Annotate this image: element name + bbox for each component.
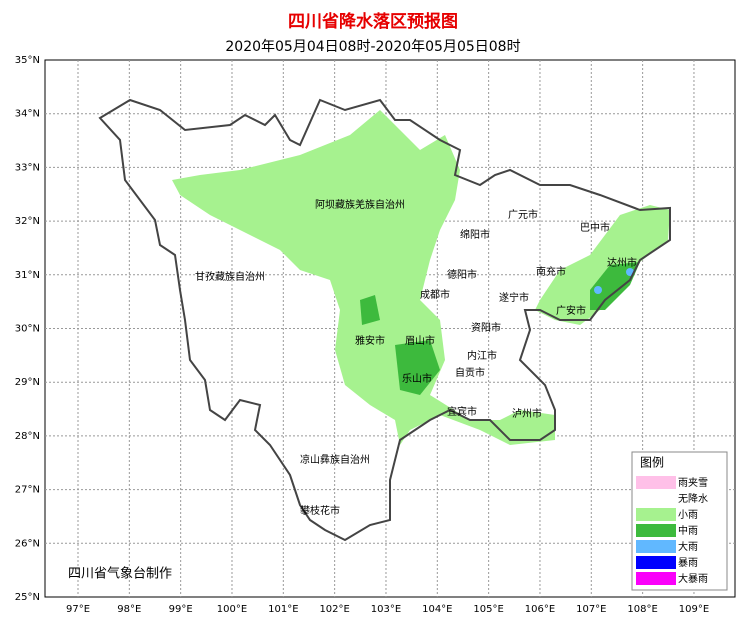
legend-swatch xyxy=(636,556,676,569)
city-label: 成都市 xyxy=(420,288,450,301)
legend-swatch xyxy=(636,540,676,553)
legend-swatch xyxy=(636,508,676,521)
city-label: 自贡市 xyxy=(455,366,485,379)
legend-swatch xyxy=(636,572,676,585)
lat-label: 34°N xyxy=(15,109,40,120)
legend-title: 图例 xyxy=(640,456,664,470)
legend-label: 雨夹雪 xyxy=(678,476,708,489)
city-label: 泸州市 xyxy=(512,407,542,420)
rain-light xyxy=(172,110,670,445)
city-label: 甘孜藏族自治州 xyxy=(195,270,265,283)
legend-label: 大暴雨 xyxy=(678,572,708,585)
city-label: 绵阳市 xyxy=(460,228,490,241)
lon-label: 103°E xyxy=(371,604,401,615)
legend-swatch xyxy=(636,476,676,489)
lon-label: 105°E xyxy=(473,604,503,615)
city-label: 攀枝花市 xyxy=(300,504,340,517)
city-label: 南充市 xyxy=(536,265,566,278)
lon-label: 99°E xyxy=(169,604,193,615)
city-label: 德阳市 xyxy=(447,268,477,281)
city-label: 凉山彝族自治州 xyxy=(300,453,370,466)
legend-label: 暴雨 xyxy=(678,557,698,569)
legend-label: 中雨 xyxy=(678,524,698,537)
lon-label: 97°E xyxy=(66,604,90,615)
lat-label: 32°N xyxy=(15,216,40,227)
lat-label: 26°N xyxy=(15,538,40,549)
city-label: 遂宁市 xyxy=(499,291,529,304)
lon-label: 98°E xyxy=(117,604,141,615)
city-label: 宜宾市 xyxy=(447,405,477,418)
city-label: 广元市 xyxy=(508,208,538,221)
city-label: 内江市 xyxy=(467,349,497,362)
city-label: 广安市 xyxy=(556,304,586,317)
city-label: 雅安市 xyxy=(355,334,385,347)
city-label: 巴中市 xyxy=(580,221,610,234)
province-outline xyxy=(98,98,671,542)
legend-label: 大雨 xyxy=(678,540,698,553)
lat-label: 28°N xyxy=(15,431,40,442)
lat-label: 29°N xyxy=(15,377,40,388)
lon-label: 102°E xyxy=(319,604,349,615)
title: 四川省降水落区预报图 xyxy=(288,11,458,32)
city-label: 阿坝藏族羌族自治州 xyxy=(315,198,405,211)
credit: 四川省气象台制作 xyxy=(68,566,172,582)
lon-label: 104°E xyxy=(422,604,452,615)
legend-label: 无降水 xyxy=(678,492,708,505)
lat-label: 33°N xyxy=(15,162,40,173)
city-label: 乐山市 xyxy=(402,372,432,385)
lon-label: 101°E xyxy=(268,604,298,615)
city-label: 资阳市 xyxy=(471,321,501,334)
lon-label: 108°E xyxy=(627,604,657,615)
lat-label: 31°N xyxy=(15,270,40,281)
legend-swatch xyxy=(636,524,676,537)
lat-label: 25°N xyxy=(15,592,40,603)
lat-label: 27°N xyxy=(15,485,40,496)
legend-label: 小雨 xyxy=(678,509,698,521)
lon-label: 100°E xyxy=(217,604,247,615)
legend-swatch xyxy=(636,492,676,505)
city-label: 眉山市 xyxy=(405,334,435,347)
lon-label: 109°E xyxy=(679,604,709,615)
lat-label: 30°N xyxy=(15,324,40,335)
city-label: 达州市 xyxy=(607,256,637,269)
lon-label: 107°E xyxy=(576,604,606,615)
lon-label: 106°E xyxy=(525,604,555,615)
subtitle: 2020年05月04日08时-2020年05月05日08时 xyxy=(225,39,520,55)
lat-label: 35°N xyxy=(15,55,40,66)
